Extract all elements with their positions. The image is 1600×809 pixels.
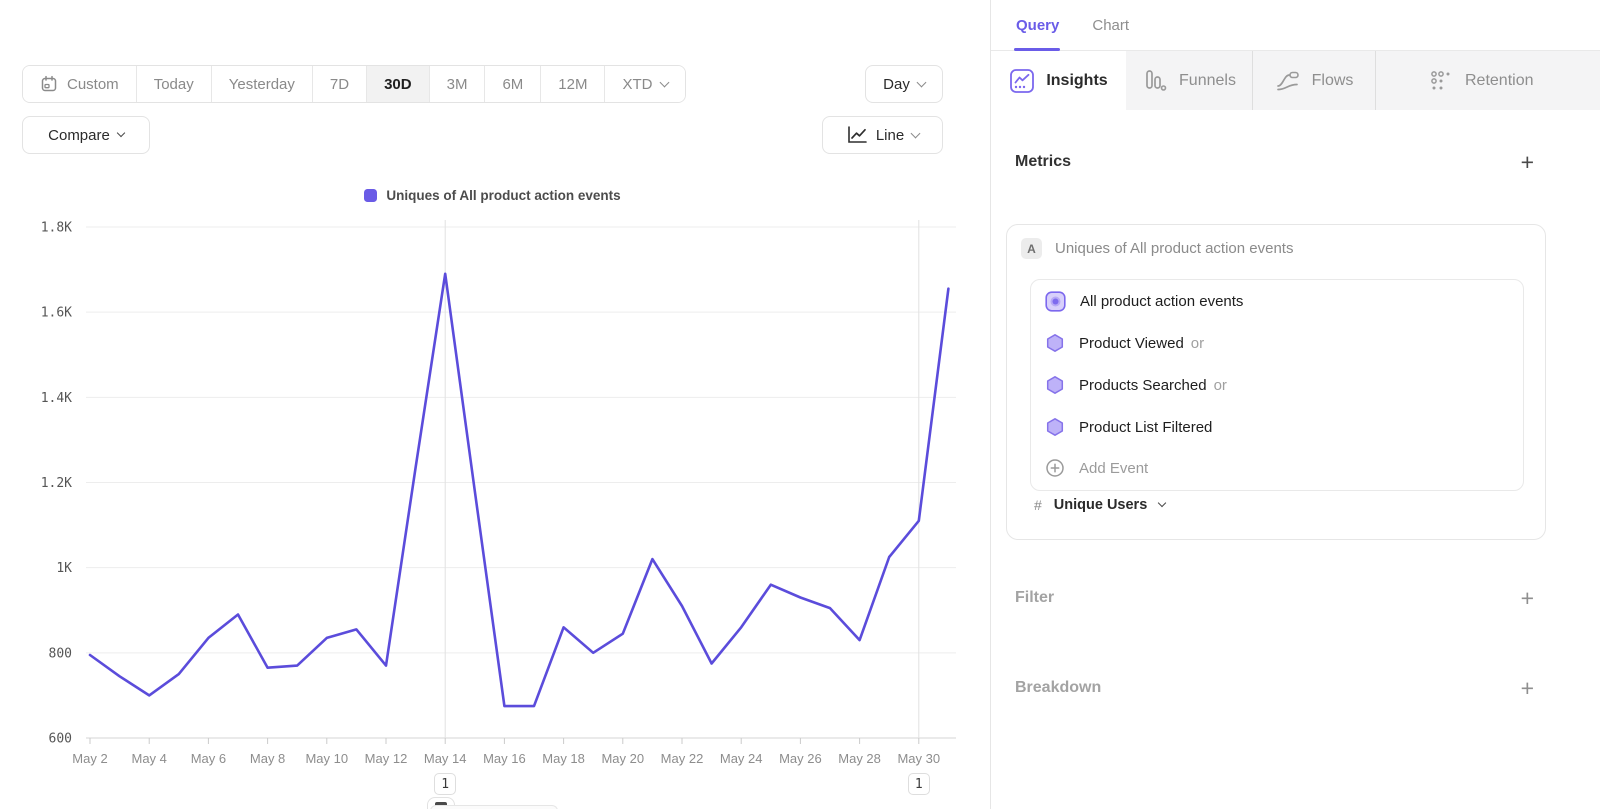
event-hexagon-icon bbox=[1046, 334, 1064, 352]
event-row-products-searched[interactable]: Products Searched or bbox=[1031, 364, 1523, 406]
svg-text:May 14: May 14 bbox=[424, 751, 467, 766]
svg-text:1.8K: 1.8K bbox=[41, 221, 72, 236]
tab-funnels[interactable]: Funnels bbox=[1126, 51, 1252, 110]
add-event-icon bbox=[1046, 459, 1064, 477]
event-hexagon-icon bbox=[1046, 418, 1064, 436]
chart-type-dropdown[interactable]: Line bbox=[822, 116, 943, 154]
granularity-dropdown[interactable]: Day bbox=[865, 65, 943, 103]
add-filter-icon[interactable]: + bbox=[1520, 585, 1534, 611]
chevron-down-icon bbox=[910, 128, 921, 138]
event-row-all-product-action-events[interactable]: All product action events bbox=[1031, 280, 1523, 322]
metrics-header: Metrics + bbox=[1015, 149, 1534, 175]
range-30d[interactable]: 30D bbox=[367, 66, 430, 102]
range-6m[interactable]: 6M bbox=[485, 66, 542, 102]
range-yesterday[interactable]: Yesterday bbox=[211, 66, 313, 102]
range-custom[interactable]: Custom bbox=[23, 66, 137, 102]
event-group-icon bbox=[1045, 290, 1066, 312]
annotation-badge[interactable]: 1 bbox=[907, 773, 930, 795]
annotation-badge[interactable]: 1 bbox=[434, 773, 457, 795]
tab-query[interactable]: Query bbox=[1016, 16, 1060, 34]
calendar-icon bbox=[41, 75, 57, 92]
metric-letter-badge: A bbox=[1021, 238, 1042, 259]
active-tab-underline bbox=[1014, 48, 1060, 51]
tab-retention[interactable]: Retention bbox=[1375, 51, 1600, 110]
date-range-picker: Custom Today Yesterday 7D 30D 3M 6M 12M … bbox=[22, 65, 687, 103]
report-type-tabs: Insights Funnels Flows bbox=[991, 51, 1600, 110]
breakdown-title: Breakdown bbox=[1015, 679, 1102, 696]
insights-icon bbox=[1010, 68, 1035, 93]
chevron-down-icon bbox=[660, 77, 670, 87]
filter-header: Filter + bbox=[1015, 585, 1534, 611]
metric-formula-text: Uniques of All product action events bbox=[1055, 240, 1294, 257]
svg-text:May 4: May 4 bbox=[131, 751, 166, 766]
metrics-title: Metrics bbox=[1015, 153, 1072, 170]
range-custom-label: Custom bbox=[67, 75, 119, 93]
legend-label: Uniques of All product action events bbox=[386, 188, 621, 203]
range-today[interactable]: Today bbox=[136, 66, 212, 102]
event-list: All product action events Product Viewed… bbox=[1030, 279, 1524, 491]
svg-text:1.6K: 1.6K bbox=[41, 306, 72, 321]
svg-text:1.2K: 1.2K bbox=[41, 476, 72, 491]
event-row-product-list-filtered[interactable]: Product List Filtered bbox=[1031, 406, 1523, 448]
annotation-bar-cutoff bbox=[430, 805, 558, 809]
metric-card: A Uniques of All product action events A… bbox=[1006, 224, 1546, 540]
svg-text:May 18: May 18 bbox=[542, 751, 585, 766]
event-row-product-viewed[interactable]: Product Viewed or bbox=[1031, 322, 1523, 364]
tab-insights[interactable]: Insights bbox=[991, 51, 1126, 110]
funnels-icon bbox=[1146, 69, 1167, 91]
svg-text:1K: 1K bbox=[56, 561, 72, 576]
line-chart-icon bbox=[848, 126, 867, 143]
svg-text:May 6: May 6 bbox=[191, 751, 226, 766]
range-12m[interactable]: 12M bbox=[541, 66, 606, 102]
legend-swatch bbox=[364, 189, 378, 202]
add-breakdown-icon[interactable]: + bbox=[1520, 675, 1534, 701]
panel-tab-bar: Query Chart bbox=[991, 0, 1600, 51]
svg-text:May 8: May 8 bbox=[250, 751, 285, 766]
range-3m[interactable]: 3M bbox=[429, 66, 486, 102]
svg-text:May 16: May 16 bbox=[483, 751, 526, 766]
filter-title: Filter bbox=[1015, 589, 1055, 606]
svg-text:May 26: May 26 bbox=[779, 751, 822, 766]
chevron-down-icon bbox=[916, 77, 927, 87]
svg-text:May 20: May 20 bbox=[601, 751, 644, 766]
chart-legend[interactable]: Uniques of All product action events bbox=[0, 188, 985, 203]
chevron-down-icon bbox=[1158, 498, 1167, 508]
svg-text:May 10: May 10 bbox=[305, 751, 348, 766]
add-event-button[interactable]: Add Event bbox=[1031, 448, 1523, 488]
svg-text:May 2: May 2 bbox=[72, 751, 107, 766]
breakdown-header: Breakdown + bbox=[1015, 675, 1534, 701]
chevron-down-icon bbox=[116, 128, 126, 138]
svg-text:May 24: May 24 bbox=[720, 751, 763, 766]
range-xtd[interactable]: XTD bbox=[605, 66, 686, 102]
hash-icon: # bbox=[1034, 497, 1042, 513]
event-hexagon-icon bbox=[1046, 376, 1064, 394]
flows-icon bbox=[1276, 71, 1299, 90]
svg-text:600: 600 bbox=[49, 732, 72, 747]
svg-text:May 28: May 28 bbox=[838, 751, 881, 766]
tab-flows[interactable]: Flows bbox=[1252, 51, 1375, 110]
svg-text:800: 800 bbox=[49, 646, 72, 661]
range-7d[interactable]: 7D bbox=[312, 66, 368, 102]
aggregation-selector[interactable]: # Unique Users bbox=[1034, 497, 1167, 513]
svg-text:May 22: May 22 bbox=[661, 751, 704, 766]
add-metric-icon[interactable]: + bbox=[1520, 149, 1534, 175]
metric-formula-row[interactable]: A Uniques of All product action events bbox=[1021, 238, 1293, 259]
svg-text:1.4K: 1.4K bbox=[41, 391, 72, 406]
svg-text:May 12: May 12 bbox=[365, 751, 408, 766]
svg-text:May 30: May 30 bbox=[897, 751, 940, 766]
tab-chart[interactable]: Chart bbox=[1092, 16, 1130, 34]
query-panel: Query Chart Insights bbox=[990, 0, 1600, 809]
granularity-value: Day bbox=[883, 75, 910, 93]
compare-dropdown[interactable]: Compare bbox=[22, 116, 150, 154]
retention-icon bbox=[1431, 70, 1450, 89]
